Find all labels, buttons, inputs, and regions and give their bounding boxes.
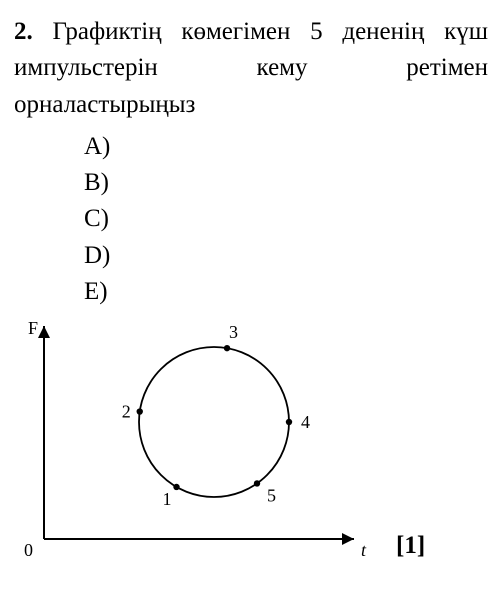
score-label: [1] — [396, 532, 425, 564]
figure-row: Ft 0 1 2 3 4 5 [1] — [14, 314, 488, 564]
option-c: C) — [84, 201, 488, 237]
option-a: A) — [84, 129, 488, 165]
option-e: E) — [84, 274, 488, 310]
option-b: B) — [84, 165, 488, 201]
svg-text:t: t — [361, 540, 367, 560]
option-d: D) — [84, 238, 488, 274]
svg-text:1: 1 — [163, 489, 172, 509]
svg-text:4: 4 — [301, 412, 310, 432]
svg-text:0: 0 — [24, 540, 33, 560]
question-number: 2. — [14, 18, 33, 45]
question-body: Графиктің көмегімен 5 дененің күш импуль… — [14, 18, 488, 118]
page-root: 2. Графиктің көмегімен 5 дененің күш имп… — [0, 0, 500, 574]
svg-text:F: F — [28, 318, 38, 338]
impulse-figure: Ft 0 1 2 3 4 5 — [14, 314, 374, 564]
svg-text:2: 2 — [122, 402, 131, 422]
svg-text:3: 3 — [229, 322, 238, 342]
svg-text:5: 5 — [267, 485, 276, 505]
options-list: A) B) C) D) E) — [14, 129, 488, 310]
question-text: 2. Графиктің көмегімен 5 дененің күш имп… — [14, 14, 488, 123]
